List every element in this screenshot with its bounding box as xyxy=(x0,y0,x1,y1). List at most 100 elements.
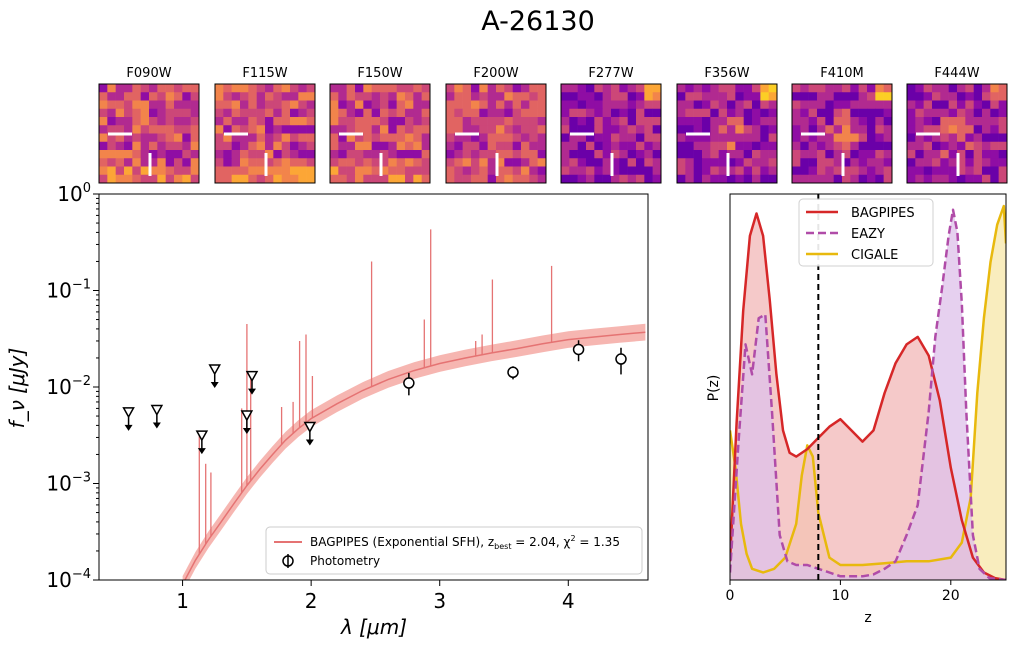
stamp-pixel xyxy=(512,166,522,176)
stamp-pixel xyxy=(174,166,183,176)
stamp-pixel xyxy=(240,166,249,176)
stamp-pixel xyxy=(115,92,125,101)
stamp-pixel xyxy=(405,166,414,176)
stamp-pixel xyxy=(396,133,406,143)
upper-limit-triangle xyxy=(208,364,221,376)
stamp-pixel xyxy=(115,150,125,159)
stamp-pixel xyxy=(182,166,191,176)
stamp-pixel xyxy=(760,100,769,110)
stamp-pixel xyxy=(858,125,868,134)
stamp-pixel xyxy=(479,117,488,126)
stamp-pixel xyxy=(973,108,983,118)
stamp-pixel xyxy=(157,84,166,93)
stamp-pixel xyxy=(652,150,662,159)
stamp-pixel xyxy=(833,150,843,159)
stamp-pixel xyxy=(165,166,175,176)
stamp-pixel xyxy=(743,108,753,118)
stamp-pixel xyxy=(396,150,406,159)
stamp-pixel xyxy=(298,125,307,134)
stamp-pixel xyxy=(948,108,958,118)
stamp-pixel xyxy=(265,92,274,101)
stamp-pixel xyxy=(875,100,884,110)
stamp-pixel xyxy=(833,174,843,184)
stamp-pixel xyxy=(487,117,497,126)
stamp-pixel xyxy=(413,133,422,143)
stamp-pixel xyxy=(338,150,347,159)
stamp-pixel xyxy=(923,125,933,134)
stamp-pixel xyxy=(231,84,241,93)
stamp-pixel xyxy=(627,100,637,110)
stamp-pixel xyxy=(611,84,620,93)
stamp-pixel xyxy=(833,108,843,118)
stamp-pixel xyxy=(496,117,505,126)
stamp-pixel xyxy=(636,166,645,176)
sed-xtick-label: 3 xyxy=(433,589,446,613)
stamp-pixel xyxy=(932,158,941,167)
stamp-pixel xyxy=(858,158,868,167)
stamp-pixel xyxy=(915,100,924,110)
stamp-pixel xyxy=(256,100,266,110)
stamp-pixel xyxy=(867,108,876,118)
stamp-pixel xyxy=(792,174,801,184)
stamp-pixel xyxy=(652,117,662,126)
stamp-pixel xyxy=(948,100,958,110)
stamp-pixel xyxy=(446,92,455,101)
stamp-pixel xyxy=(800,174,809,184)
stamp-pixel xyxy=(346,141,356,151)
stamp-pixel xyxy=(850,100,859,110)
stamp-pixel xyxy=(281,133,291,143)
stamp-pixel xyxy=(471,166,480,176)
stamp-pixel xyxy=(693,117,703,126)
photometry-marker xyxy=(507,366,519,379)
stamp-pixel xyxy=(107,117,116,126)
stamp-pixel xyxy=(842,158,851,167)
stamp-pixel xyxy=(611,141,620,151)
stamp-pixel xyxy=(710,117,719,126)
stamp-pixel xyxy=(504,150,513,159)
stamp-pixel xyxy=(521,174,530,184)
stamp-pixel xyxy=(842,166,851,176)
stamp-pixel xyxy=(290,166,299,176)
stamp-pixel xyxy=(768,133,778,143)
stamp-pixel xyxy=(577,150,587,159)
stamp-pixel xyxy=(149,166,158,176)
stamp-pixel xyxy=(800,166,809,176)
stamp-pixel xyxy=(677,158,686,167)
stamp-pixel xyxy=(346,166,356,176)
stamp-pixel xyxy=(652,108,662,118)
stamp-pixel xyxy=(338,174,347,184)
stamp-pixel xyxy=(231,174,241,184)
stamp-pixel xyxy=(115,84,125,93)
stamp-pixel xyxy=(215,158,224,167)
stamp-pixel xyxy=(923,174,933,184)
pz-ticks: 0 10 20 xyxy=(726,580,960,604)
stamp-pixel xyxy=(710,100,719,110)
stamp-pixel xyxy=(817,117,826,126)
stamp-pixel xyxy=(388,125,397,134)
stamp-pixel xyxy=(124,174,133,184)
stamp-pixel xyxy=(998,84,1008,93)
stamp-pixel xyxy=(611,117,620,126)
stamp-pixel xyxy=(346,108,356,118)
stamp-pixel xyxy=(504,125,513,134)
stamp-pixel xyxy=(231,117,241,126)
stamp-pixel xyxy=(298,92,307,101)
stamp-pixel xyxy=(594,108,603,118)
stamp-pixel xyxy=(727,133,736,143)
stamp-pixel xyxy=(99,150,108,159)
stamp-pixel xyxy=(363,84,372,93)
stamp-pixel xyxy=(965,166,974,176)
stamp-pixel xyxy=(957,125,966,134)
stamp-pixel xyxy=(685,174,694,184)
stamp-pixel xyxy=(421,100,431,110)
stamp-pixel xyxy=(619,133,628,143)
stamp-pixel xyxy=(923,166,933,176)
stamp-pixel xyxy=(479,150,488,159)
stamp-pixel xyxy=(561,100,570,110)
stamp-pixel xyxy=(330,92,339,101)
stamp-pixel xyxy=(446,174,455,184)
stamp-pixel xyxy=(215,141,224,151)
stamp-f150w: F150W xyxy=(329,66,431,184)
stamp-pixel xyxy=(306,174,316,184)
stamp-pixel xyxy=(982,158,991,167)
